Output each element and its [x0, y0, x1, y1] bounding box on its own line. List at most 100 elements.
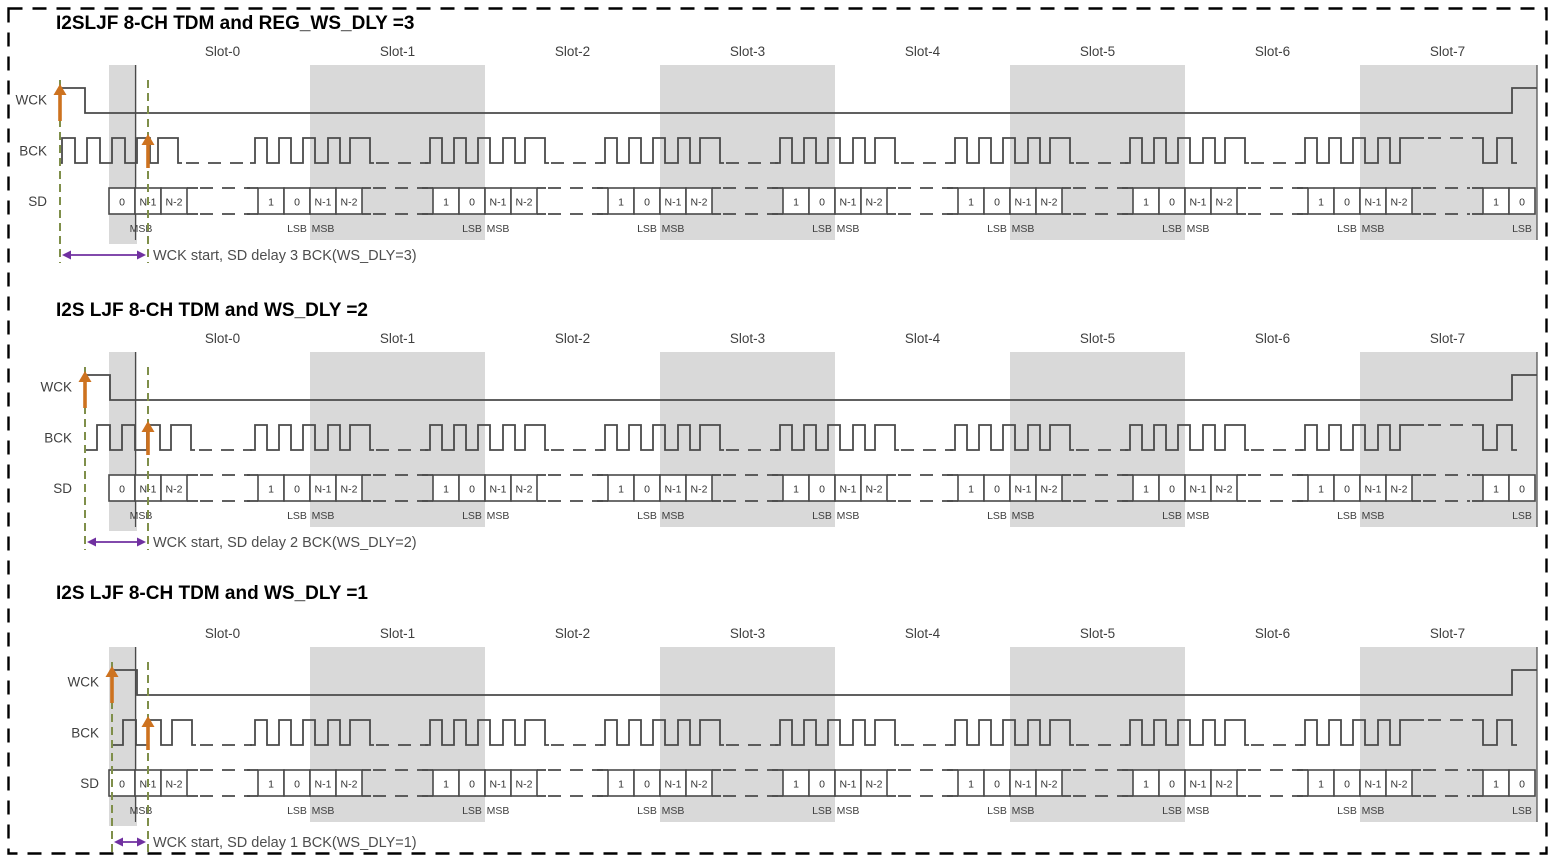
bck-waveform — [1125, 719, 1249, 746]
msb-label: MSB — [312, 805, 335, 817]
sd-bit-cell-value: N-2 — [1216, 484, 1233, 496]
panel-title: I2S LJF 8-CH TDM and WS_DLY =1 — [56, 583, 368, 604]
sd-bit-cell-value: N-2 — [341, 779, 358, 791]
bck-waveform — [425, 137, 549, 164]
sd-bit-cell-value: 0 — [294, 779, 300, 791]
sd-bit-cell — [1184, 769, 1212, 797]
sd-bit-cell-value: N-1 — [315, 779, 332, 791]
bck-waveform-end — [1472, 424, 1517, 451]
lsb-label: LSB — [1337, 223, 1357, 235]
lsb-label: LSB — [462, 223, 482, 235]
sd-bit-cell-value: 1 — [1318, 197, 1324, 209]
bck-waveform — [250, 719, 374, 746]
sd-bit-cell — [1508, 474, 1536, 502]
sd-bit-cell-value: 1 — [1493, 484, 1499, 496]
sd-bit-cell-value: 0 — [994, 779, 1000, 791]
sd-bit-cell-value: 1 — [1318, 484, 1324, 496]
sd-bit-cell-value: 1 — [443, 197, 449, 209]
sd-bit-cell-value: N-2 — [1041, 484, 1058, 496]
sd-bit-cell — [1385, 474, 1413, 502]
sd-bit-cell-value: N-2 — [1391, 197, 1408, 209]
sd-bit-cell-value: 0 — [1169, 779, 1175, 791]
lsb-label: LSB — [462, 510, 482, 522]
msb-label: MSB — [1012, 510, 1035, 522]
slot-label: Slot-6 — [1255, 331, 1290, 346]
delay-arrowhead-left-icon — [114, 837, 123, 847]
msb-label: MSB — [487, 805, 510, 817]
sd-bit-cell — [432, 769, 460, 797]
slot-label: Slot-1 — [380, 626, 415, 641]
sd-bit-cell — [834, 187, 862, 215]
lsb-label: LSB — [287, 510, 307, 522]
slot-label: Slot-2 — [555, 331, 590, 346]
sd-bit-cell-value: N-2 — [166, 779, 183, 791]
msb-label: MSB — [662, 223, 685, 235]
slot-label: Slot-0 — [205, 44, 240, 59]
lsb-label: LSB — [1512, 223, 1532, 235]
panel-ws-dly-1: I2S LJF 8-CH TDM and WS_DLY =1 Slot-0 Slot… — [56, 583, 1538, 852]
panel-ws-dly-2: I2S LJF 8-CH TDM and WS_DLY =2 Slot-0 Slot… — [41, 300, 1538, 551]
sd-bit-cell — [510, 769, 538, 797]
lsb-label: LSB — [812, 805, 832, 817]
sd-bit-cell-value: 0 — [1519, 197, 1525, 209]
sd-bit-cell — [1184, 474, 1212, 502]
sd-bit-cell-value: 0 — [644, 484, 650, 496]
sd-bit-cell — [860, 769, 888, 797]
sd-bit-cell — [685, 474, 713, 502]
sd-bit-cell — [335, 769, 363, 797]
bck-waveform — [775, 137, 899, 164]
bck-waveform — [1300, 137, 1424, 164]
msb-label: MSB — [1187, 223, 1210, 235]
sd-bit-cell-value: N-2 — [1041, 197, 1058, 209]
slot-label: Slot-5 — [1080, 44, 1115, 59]
bck-waveform — [600, 137, 724, 164]
sd-bit-cell-value: 0 — [819, 197, 825, 209]
sd-bit-cell — [510, 187, 538, 215]
lsb-label: LSB — [1512, 510, 1532, 522]
sd-bit-cell — [283, 474, 311, 502]
msb-label: MSB — [662, 805, 685, 817]
delay-arrowhead-left-icon — [87, 537, 96, 547]
rise-marker-arrow-icon — [78, 371, 92, 382]
slot-label: Slot-3 — [730, 626, 765, 641]
sd-bit-cell-value: N-2 — [866, 779, 883, 791]
sd-bit-cell — [1132, 769, 1160, 797]
sd-bit-cell-value: 0 — [819, 779, 825, 791]
sd-bit-cell — [510, 474, 538, 502]
lsb-label: LSB — [1337, 805, 1357, 817]
rise-marker-arrow-icon — [141, 134, 155, 145]
sd-bit-cell-value: N-2 — [166, 484, 183, 496]
rise-marker-arrow-icon — [141, 716, 155, 727]
sd-bit-cell-value: 1 — [618, 779, 624, 791]
bck-waveform — [1300, 719, 1424, 746]
sd-bit-cell-value: 0 — [469, 197, 475, 209]
sd-bit-cell — [1035, 474, 1063, 502]
sd-bit-cell — [782, 187, 810, 215]
sd-bit-cell-value: 0 — [1344, 197, 1350, 209]
bck-waveform — [1125, 137, 1249, 164]
sd-bit-cell — [1132, 187, 1160, 215]
lsb-label: LSB — [637, 510, 657, 522]
sd-bit-cell — [1333, 769, 1361, 797]
bck-waveform — [250, 137, 374, 164]
sd-bit-cell — [432, 187, 460, 215]
slot-label: Slot-4 — [905, 331, 941, 346]
sd-bit-cell-value: 1 — [618, 197, 624, 209]
lsb-label: LSB — [987, 805, 1007, 817]
panel-title: I2S LJF 8-CH TDM and WS_DLY =2 — [56, 300, 368, 321]
lsb-label: LSB — [462, 805, 482, 817]
sd-bit-cell — [782, 474, 810, 502]
msb-label: MSB — [487, 223, 510, 235]
bck-waveform — [250, 424, 374, 451]
slot-label: Slot-2 — [555, 626, 590, 641]
sd-bit-cell — [834, 769, 862, 797]
sd-bit-cell-value: N-2 — [516, 197, 533, 209]
sd-bit-cell — [607, 769, 635, 797]
bck-waveform — [950, 719, 1074, 746]
rise-marker-arrow-icon — [53, 84, 67, 95]
sd-bit-cell-value: N-1 — [665, 197, 682, 209]
sd-bit-cell-value: 0 — [819, 484, 825, 496]
bck-waveform — [600, 719, 724, 746]
sd-bit-cell-value: 0 — [469, 484, 475, 496]
